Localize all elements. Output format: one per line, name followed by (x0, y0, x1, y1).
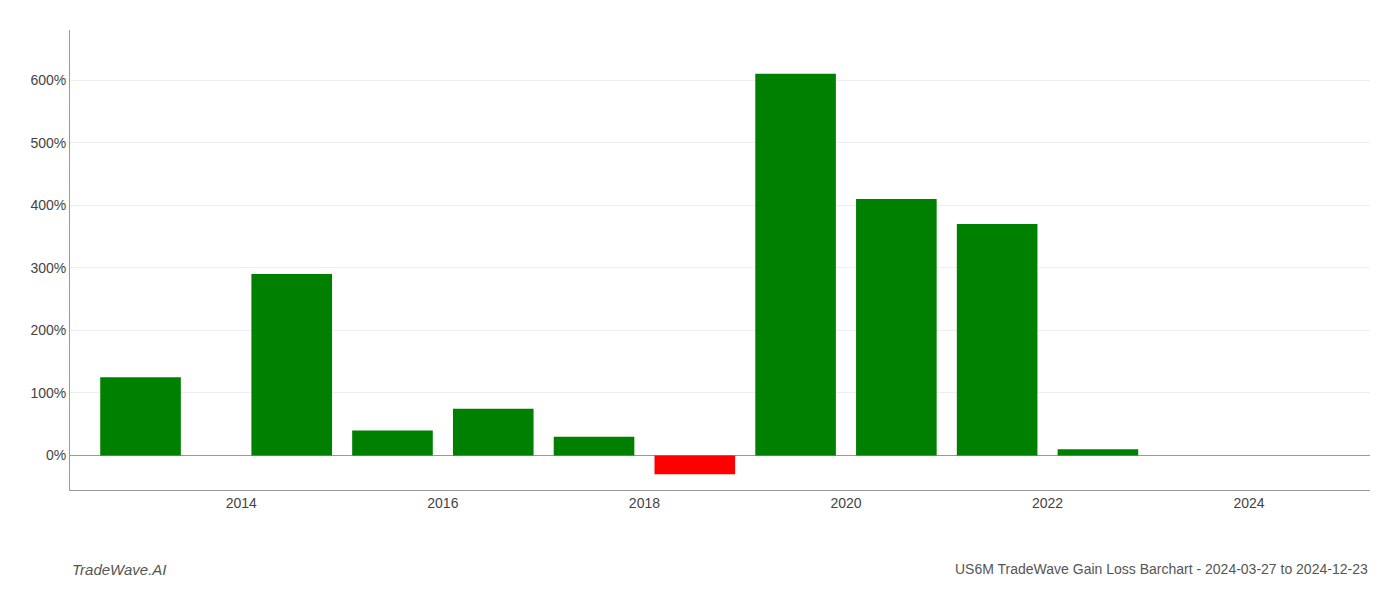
svg-text:US6M TradeWave Gain Loss Barch: US6M TradeWave Gain Loss Barchart - 2024… (955, 561, 1368, 577)
svg-text:100%: 100% (30, 385, 66, 401)
svg-text:2024: 2024 (1233, 495, 1264, 511)
svg-text:500%: 500% (30, 135, 66, 151)
svg-text:300%: 300% (30, 260, 66, 276)
svg-text:2022: 2022 (1032, 495, 1063, 511)
svg-text:2016: 2016 (427, 495, 458, 511)
svg-text:2020: 2020 (830, 495, 861, 511)
svg-text:2014: 2014 (226, 495, 257, 511)
svg-text:0%: 0% (46, 447, 66, 463)
svg-text:TradeWave.AI: TradeWave.AI (72, 561, 166, 578)
svg-text:200%: 200% (30, 322, 66, 338)
svg-text:600%: 600% (30, 72, 66, 88)
svg-text:400%: 400% (30, 197, 66, 213)
svg-text:2018: 2018 (629, 495, 660, 511)
